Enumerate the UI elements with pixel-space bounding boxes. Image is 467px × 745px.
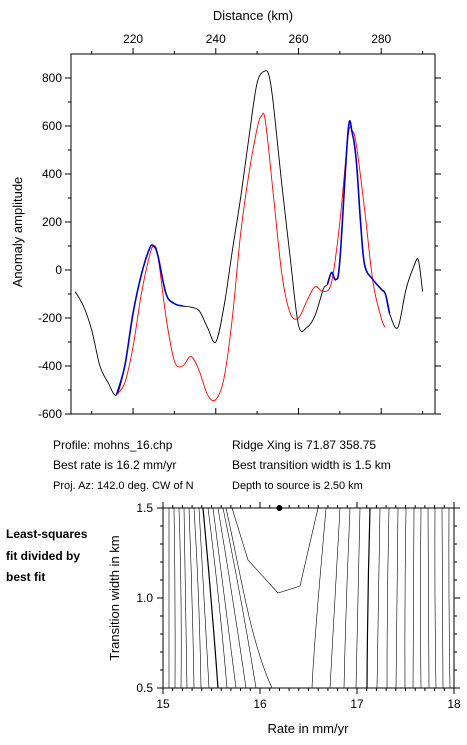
contour-line [198, 507, 210, 689]
contour-line [225, 507, 273, 689]
contour-line [412, 507, 415, 689]
contour-line [173, 507, 176, 689]
contour-x-tick-label: 15 [156, 697, 170, 711]
depth-label: Depth to source is 2.50 km [232, 480, 363, 492]
contour-line [202, 507, 219, 689]
contour-line [448, 507, 451, 689]
y-tick-label: 0 [55, 263, 62, 277]
y-tick-label: 200 [42, 215, 62, 229]
contour-y-tick-label: 1.5 [136, 501, 153, 515]
series-line-2 [115, 244, 183, 396]
contour-x-axis-title: Rate in mm/yr [268, 721, 350, 736]
contour-line [188, 507, 195, 689]
series-lines [74, 70, 424, 402]
contour-plot-frame [162, 507, 455, 689]
series-line-1 [116, 112, 386, 402]
contour-line [343, 507, 351, 689]
contour-line [178, 507, 182, 689]
contour-chart: 15 16 17 18 0.5 1.0 1.5 Rate in mm/yr Transiti… [107, 501, 461, 736]
contour-y-tick-label: 1.0 [136, 591, 153, 605]
contour-line [404, 507, 407, 689]
x-tick-label: 280 [371, 32, 391, 46]
contour-line [212, 507, 237, 689]
contour-line [427, 507, 430, 689]
y-tick-label: 600 [42, 119, 62, 133]
contour-line [311, 507, 327, 689]
y-tick-label: -400 [38, 359, 62, 373]
contour-line [386, 507, 390, 689]
y-tick-label: -200 [38, 311, 62, 325]
azimuth-label: Proj. Az: 142.0 deg. CW of N [53, 480, 194, 492]
contour-y-tick-label: 0.5 [136, 681, 153, 695]
contour-line [207, 507, 228, 689]
x-tick-label: 220 [123, 32, 143, 46]
contour-axis-ticks: 15 16 17 18 0.5 1.0 1.5 [136, 501, 461, 711]
x-tick-label: 260 [288, 32, 308, 46]
contour-x-tick-label: 17 [350, 697, 364, 711]
contour-line [222, 507, 257, 689]
anomaly-chart: Distance (km) Anomaly amplitude 220 240 26… [10, 8, 441, 421]
axis-ticks: 220 240 260 280 800 600 400 200 0 -200 -400 -600 [38, 32, 441, 421]
best-fit-marker [276, 505, 283, 511]
contour-line [441, 507, 444, 689]
caption-line: best fit [6, 570, 46, 584]
contour-line [376, 507, 381, 689]
contour-line [231, 507, 319, 594]
caption-line: fit divided by [6, 548, 81, 563]
y-tick-label: -600 [38, 407, 62, 421]
contour-line [329, 507, 341, 689]
y-tick-label: 400 [42, 167, 62, 181]
y-axis-title: Anomaly amplitude [10, 177, 25, 288]
anomaly-plot-frame [70, 53, 436, 415]
series-line-3 [326, 120, 391, 314]
contour-line [395, 507, 399, 689]
y-tick-label: 800 [42, 71, 62, 85]
contour-caption: Least-squares fit divided by best fit [6, 524, 116, 589]
contour-line [217, 507, 247, 689]
best-width-label: Best transition width is 1.5 km [232, 458, 391, 472]
contour-x-tick-label: 16 [253, 697, 267, 711]
contour-x-tick-label: 18 [447, 697, 461, 711]
x-tick-label: 240 [206, 32, 226, 46]
contour-line [420, 507, 422, 689]
contour-lines [168, 507, 451, 689]
contour-line [355, 507, 361, 689]
contour-y-axis-title: Transition width in km [107, 535, 122, 660]
contour-line [366, 507, 371, 689]
contour-line [183, 507, 188, 689]
ridge-crossing-label: Ridge Xing is 71.87 358.75 [232, 438, 377, 452]
profile-label: Profile: mohns_16.chp [53, 438, 173, 452]
contour-line [193, 507, 202, 689]
caption-line: Least-squares [6, 527, 88, 541]
x-axis-title: Distance (km) [213, 8, 293, 23]
best-rate-label: Best rate is 16.2 mm/yr [53, 458, 177, 472]
contour-line [434, 507, 437, 689]
